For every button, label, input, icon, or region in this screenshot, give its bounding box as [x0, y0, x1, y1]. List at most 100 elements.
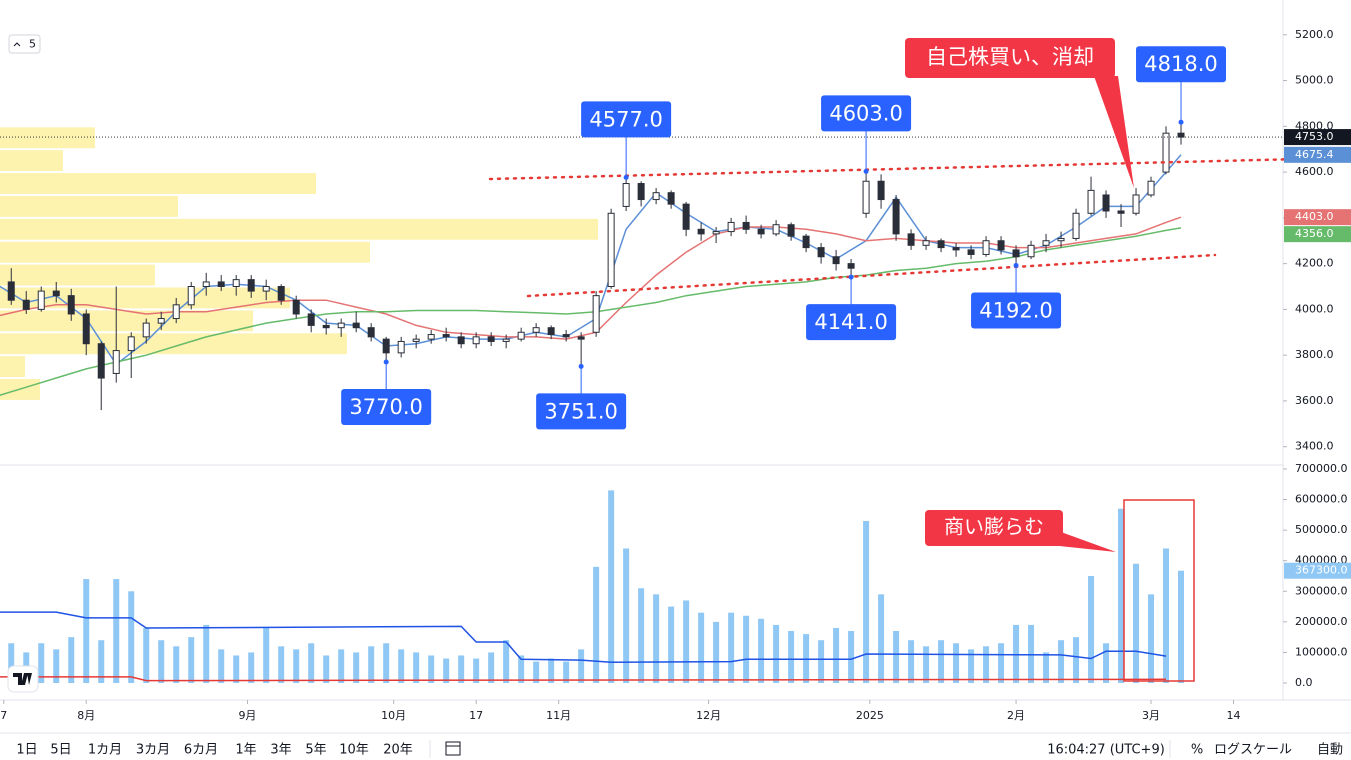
- x-tick-label: 12月: [696, 709, 721, 722]
- axes: 3400.03600.03800.04000.04200.04400.04600…: [0, 28, 1351, 722]
- volume-bar: [503, 640, 510, 684]
- range-button[interactable]: 6カ月: [184, 743, 218, 758]
- profile-bar: [0, 264, 155, 286]
- volume-bar: [383, 643, 390, 684]
- auto-toggle[interactable]: 自動: [1317, 743, 1343, 758]
- candle-body: [1012, 249, 1020, 258]
- volume-bar: [668, 606, 675, 684]
- candle-body: [22, 299, 30, 310]
- badge[interactable]: 5: [8, 34, 41, 54]
- volume-bar: [98, 640, 105, 684]
- candle-body: [892, 199, 900, 235]
- volume-ma: [0, 676, 1167, 682]
- candle-body: [382, 338, 390, 354]
- candle-body: [547, 327, 555, 336]
- y2-tick-label: 300000.0: [1295, 584, 1348, 597]
- volume-bar: [773, 624, 780, 684]
- volume-bar: [608, 490, 615, 684]
- candle-body: [862, 180, 870, 214]
- candle-body: [802, 235, 810, 249]
- profile-bar: [0, 310, 253, 332]
- volume-bar: [638, 588, 645, 684]
- volume-bar: [578, 649, 585, 684]
- x-tick-label: 10月: [381, 709, 406, 722]
- axis-value-label: 4356.0: [1295, 227, 1334, 240]
- volume-bar: [1103, 643, 1110, 684]
- range-button[interactable]: 10年: [339, 743, 369, 758]
- marker-label: 4192.0: [979, 298, 1052, 322]
- candle-body: [1087, 189, 1095, 214]
- range-button[interactable]: 3カ月: [136, 743, 170, 758]
- candle-body: [1162, 132, 1170, 173]
- volume-bar: [263, 627, 270, 684]
- candle-body: [772, 224, 780, 235]
- range-button[interactable]: 1日: [16, 743, 37, 758]
- trend-lines: [488, 156, 1342, 298]
- percent-toggle[interactable]: %: [1191, 743, 1203, 758]
- candle-body: [142, 322, 150, 338]
- candle-body: [817, 247, 825, 258]
- x-tick-label: 14: [1227, 709, 1241, 722]
- axis-value-tag: [1284, 226, 1351, 243]
- candle-body: [652, 192, 660, 201]
- candle-body: [367, 327, 375, 338]
- axis-value-label: 4753.0: [1295, 130, 1334, 143]
- candle-body: [1177, 132, 1185, 138]
- candle-body: [847, 263, 855, 269]
- candle-body: [172, 304, 180, 320]
- candle-body: [7, 281, 15, 301]
- candle-body: [637, 183, 645, 201]
- candle-body: [127, 336, 135, 352]
- badge-text: 5: [29, 38, 36, 51]
- volume-bar: [248, 652, 255, 684]
- volume-bar: [188, 637, 195, 684]
- range-button[interactable]: 5日: [50, 743, 71, 758]
- candle-body: [1027, 244, 1035, 258]
- range-button[interactable]: 3年: [270, 743, 291, 758]
- y2-tick-label: 0.0: [1295, 676, 1313, 689]
- candle-body: [1042, 240, 1050, 246]
- marker-box: [341, 389, 432, 426]
- axis-value-tag: [1284, 562, 1351, 579]
- volume-bar: [623, 548, 630, 684]
- volume-bar: [818, 640, 825, 684]
- badge-box[interactable]: [8, 34, 41, 54]
- x-tick-label: 2025: [856, 709, 884, 722]
- range-button[interactable]: 5年: [305, 743, 326, 758]
- profile-bar: [0, 150, 63, 172]
- volume-bar: [548, 658, 555, 684]
- volume-bar: [488, 652, 495, 684]
- axis-value-tag: [1284, 146, 1351, 163]
- y-tick-label: 5000.0: [1295, 74, 1334, 87]
- marker-label: 4603.0: [829, 101, 902, 125]
- range-button[interactable]: 1カ月: [88, 743, 122, 758]
- x-tick-label: 3月: [1142, 709, 1160, 722]
- volume-bar: [713, 621, 720, 684]
- range-button[interactable]: 1年: [235, 743, 256, 758]
- candle-body: [502, 338, 510, 342]
- range-button[interactable]: 20年: [383, 743, 413, 758]
- axis-value-label: 367300.0: [1295, 564, 1348, 577]
- volume-bar: [1118, 508, 1125, 684]
- volume-bar: [698, 612, 705, 684]
- marker-label: 4577.0: [589, 107, 662, 131]
- y-tick-label: 4600.0: [1295, 165, 1334, 178]
- marker-dot: [848, 274, 854, 280]
- candle-body: [832, 256, 840, 265]
- candle-body: [952, 247, 960, 251]
- profile-bar: [0, 333, 347, 355]
- volume-bar: [413, 652, 420, 684]
- volume-bar: [38, 643, 45, 684]
- volume-bar: [458, 655, 465, 684]
- toolbar: 16:04:27 (UTC+9) % ログスケール 自動 1日 5日 1カ月 3カ月 6…: [16, 740, 1343, 758]
- x-tick-label: 2月: [1007, 709, 1025, 722]
- calendar-icon[interactable]: [445, 741, 461, 756]
- markers: 4577.0 3770.0 3751.0 4141.0 4603.0 4192.0 4818…: [341, 46, 1227, 430]
- log-toggle[interactable]: ログスケール: [1214, 743, 1292, 758]
- clock: 16:04:27 (UTC+9): [1047, 743, 1165, 758]
- price-pane: [0, 122, 1283, 411]
- volume-bar: [443, 658, 450, 684]
- y2-tick-label: 700000.0: [1295, 462, 1348, 475]
- profile-bar: [0, 173, 316, 194]
